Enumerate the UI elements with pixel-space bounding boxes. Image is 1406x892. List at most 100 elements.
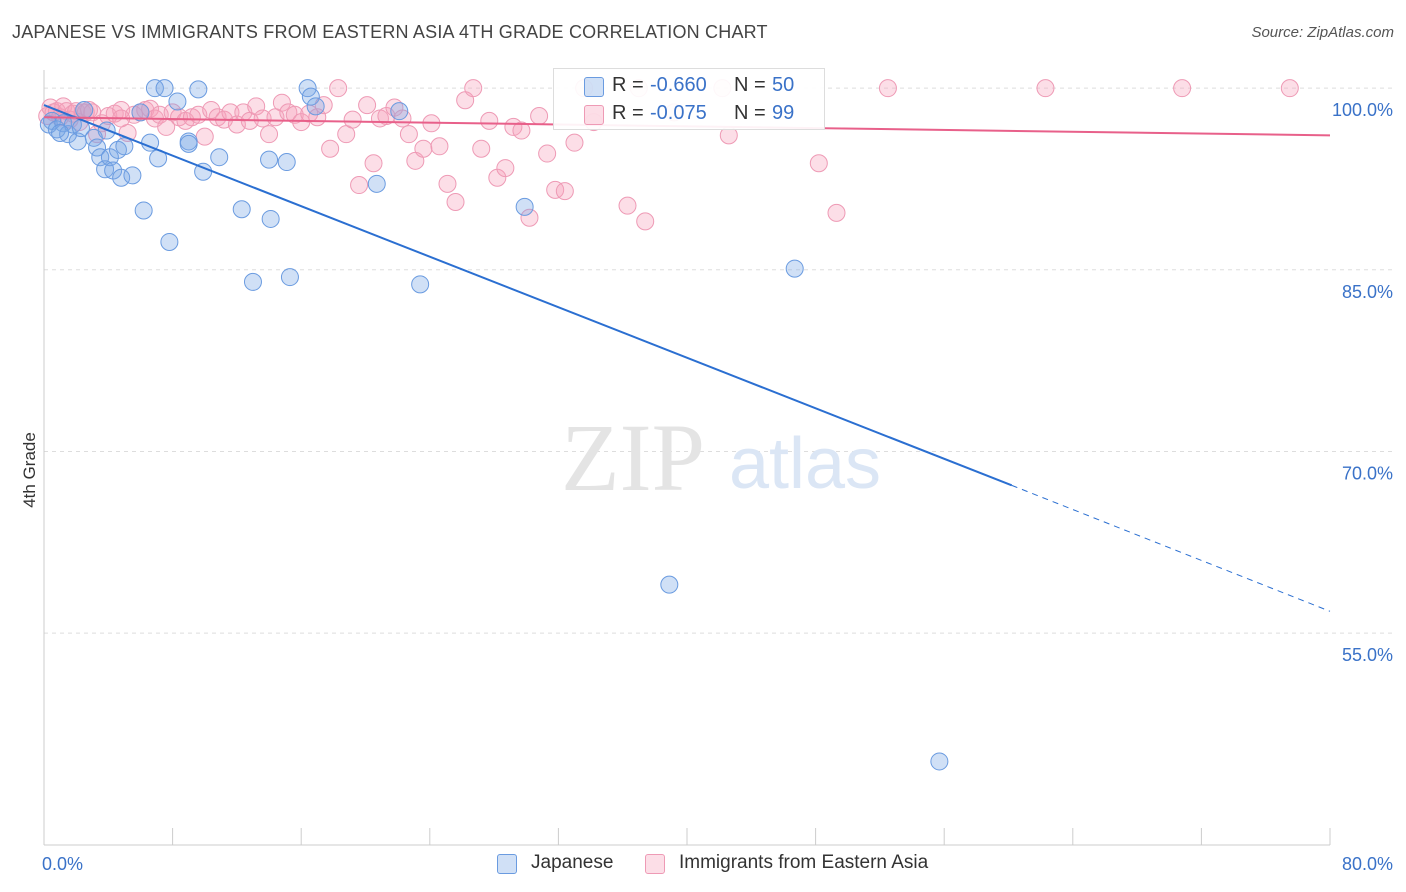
- y-tick-label: 70.0%: [1342, 463, 1393, 483]
- japanese-point: [367, 174, 386, 193]
- japanese-swatch: [584, 77, 604, 97]
- n-value: 50: [772, 74, 795, 96]
- immigrants-point: [565, 133, 584, 152]
- immigrants-point: [827, 203, 846, 222]
- immigrants-point: [260, 125, 279, 144]
- immigrants-swatch: [645, 854, 665, 874]
- japanese-point: [88, 138, 107, 157]
- immigrants-point: [520, 208, 539, 227]
- correlation-legend: R = -0.660 N = 50 R = -0.075 N = 99: [553, 68, 825, 130]
- x-tick-label: 0.0%: [42, 854, 83, 874]
- series-immigrants-points: [38, 79, 1299, 231]
- immigrants-point: [878, 79, 897, 98]
- immigrants-point: [464, 79, 483, 98]
- japanese-point: [232, 200, 251, 219]
- japanese-point: [75, 100, 94, 119]
- japanese-point: [134, 201, 153, 220]
- immigrants-point: [530, 107, 549, 126]
- japanese-swatch: [497, 854, 517, 874]
- immigrants-point: [399, 125, 418, 144]
- japanese-point: [179, 134, 198, 153]
- japanese-point: [123, 166, 142, 185]
- japanese-point: [277, 153, 296, 172]
- immigrants-point: [329, 79, 348, 98]
- japanese-point: [785, 259, 804, 278]
- japanese-point: [930, 752, 949, 771]
- immigrants-point: [202, 100, 221, 119]
- series-japanese-points: [39, 79, 949, 771]
- legend-label-japanese: Japanese: [531, 852, 614, 873]
- legend-row-japanese: R = -0.660 N = 50: [554, 72, 824, 100]
- japanese-point: [145, 79, 164, 98]
- immigrants-point: [496, 159, 515, 178]
- japanese-point: [301, 87, 320, 106]
- immigrants-point: [141, 99, 160, 118]
- watermark: ZIP atlas: [561, 404, 881, 511]
- immigrants-point: [636, 212, 655, 231]
- japanese-trend-line: [43, 104, 1013, 487]
- tick-labels: 55.0% 70.0% 85.0% 100.0% 0.0% 80.0%: [42, 100, 1393, 874]
- immigrants-point: [809, 154, 828, 173]
- japanese-point: [243, 272, 262, 291]
- immigrants-point: [321, 139, 340, 158]
- japanese-point: [155, 79, 174, 98]
- series-legend: Japanese Immigrants from Eastern Asia: [0, 852, 1406, 878]
- immigrants-point: [472, 139, 491, 158]
- watermark-atlas: atlas: [729, 424, 881, 504]
- chart-title: JAPANESE VS IMMIGRANTS FROM EASTERN ASIA…: [12, 22, 768, 42]
- r-label: R =: [612, 74, 644, 96]
- legend-label-immigrants: Immigrants from Eastern Asia: [679, 852, 929, 873]
- r-value: -0.660: [650, 74, 707, 96]
- japanese-point: [515, 197, 534, 216]
- japanese-point: [54, 114, 73, 133]
- n-label: N =: [734, 102, 766, 124]
- japanese-point: [51, 123, 70, 142]
- japanese-point: [91, 148, 110, 167]
- immigrants-point: [285, 105, 304, 124]
- immigrants-point: [438, 174, 457, 193]
- immigrants-point: [618, 196, 637, 215]
- source-label: Source: ZipAtlas.com: [1251, 24, 1394, 41]
- watermark-zip: ZIP: [561, 404, 705, 511]
- japanese-point: [168, 92, 187, 111]
- r-value: -0.075: [650, 102, 707, 124]
- n-value: 99: [772, 102, 795, 124]
- x-tick-label: 80.0%: [1342, 854, 1393, 874]
- y-tick-label: 55.0%: [1342, 645, 1393, 665]
- japanese-point: [210, 148, 229, 167]
- immigrants-point: [480, 111, 499, 130]
- immigrants-point: [350, 176, 369, 195]
- immigrants-point: [195, 127, 214, 146]
- y-tick-label: 100.0%: [1332, 100, 1393, 120]
- immigrants-point: [272, 93, 291, 112]
- japanese-point: [411, 275, 430, 294]
- immigrants-point: [446, 192, 465, 211]
- japanese-point: [260, 150, 279, 169]
- japanese-point: [261, 209, 280, 228]
- immigrants-point: [1173, 79, 1192, 98]
- japanese-point: [390, 102, 409, 121]
- immigrants-swatch: [584, 105, 604, 125]
- japanese-point: [189, 80, 208, 99]
- japanese-point: [131, 103, 150, 122]
- n-label: N =: [734, 74, 766, 96]
- y-tick-label: 85.0%: [1342, 282, 1393, 302]
- japanese-point: [115, 137, 134, 156]
- trend-lines: [43, 104, 1331, 612]
- japanese-point: [112, 168, 131, 187]
- legend-row-immigrants: R = -0.075 N = 99: [554, 100, 824, 128]
- grid-lines: [44, 87, 1395, 634]
- immigrants-point: [1280, 79, 1299, 98]
- immigrants-point: [555, 182, 574, 201]
- japanese-trend-extension: [1011, 484, 1331, 612]
- immigrants-point: [414, 139, 433, 158]
- r-label: R =: [612, 102, 644, 124]
- japanese-point: [306, 97, 325, 116]
- immigrants-point: [343, 110, 362, 129]
- immigrants-point: [364, 154, 383, 173]
- immigrants-point: [546, 180, 565, 199]
- japanese-point: [660, 575, 679, 594]
- y-axis-label: 4th Grade: [20, 432, 39, 508]
- immigrants-point: [538, 144, 557, 163]
